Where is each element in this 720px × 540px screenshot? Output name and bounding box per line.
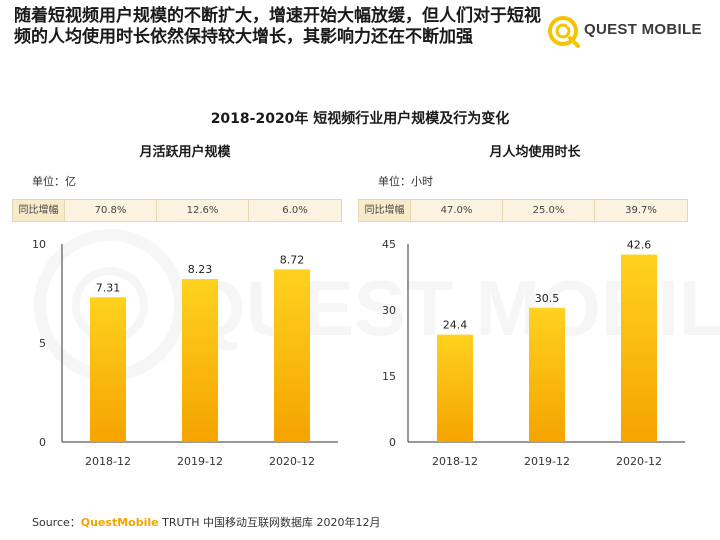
data-label: 8.72 [280,253,305,266]
y-tick-label: 15 [382,370,396,383]
y-tick-label: 5 [39,337,46,350]
data-label: 7.31 [96,281,121,294]
growth-value: 25.0% [503,200,595,221]
growth-value: 47.0% [411,200,503,221]
x-tick-label: 2019-12 [177,455,223,468]
growth-value: 70.8% [65,200,157,221]
x-tick-label: 2018-12 [432,455,478,468]
y-tick-label: 0 [39,436,46,449]
growth-table-mau: 同比增幅 70.8% 12.6% 6.0% [12,199,342,222]
x-tick-label: 2020-12 [616,455,662,468]
x-tick-label: 2020-12 [269,455,315,468]
data-label: 30.5 [535,292,560,305]
bar-chart-mau: 0 5 10 7.31 2018-12 8.23 2019-12 8.72 2020-12 [32,238,338,468]
unit-label-duration: 单位：小时 [378,175,433,188]
x-tick-label: 2018-12 [85,455,131,468]
unit-label-mau: 单位：亿 [32,175,76,188]
page-headline: 随着短视频用户规模的不断扩大，增速开始大幅放缓，但人们对于短视频的人均使用时长依… [14,6,541,47]
panel-title-duration: 月人均使用时长 [489,145,581,160]
source-rest: TRUTH 中国移动互联网数据库 2020年12月 [158,516,381,529]
quest-mobile-logo-icon [548,16,580,48]
y-tick-label: 45 [382,238,396,251]
bar [274,269,310,442]
y-tick-label: 0 [389,436,396,449]
y-tick-label: 10 [32,238,46,251]
source-brand: QuestMobile [80,516,159,529]
source-note: Source：QuestMobile TRUTH 中国移动互联网数据库 2020… [32,514,381,530]
bar [437,334,473,442]
y-tick-label: 30 [382,304,396,317]
bar-chart-duration: 0 15 30 45 24.4 2018-12 30.5 2019-12 42.6 2020-12 [382,238,685,468]
growth-value: 6.0% [282,205,308,216]
source-prefix: Source： [32,516,81,529]
growth-table-duration: 同比增幅 47.0% 25.0% 39.7% [358,199,688,222]
main-title: 2018-2020年 短视频行业用户规模及行为变化 [210,111,510,127]
panel-title-mau: 月活跃用户规模 [139,145,231,160]
data-label: 8.23 [188,263,213,276]
logo-text: QUEST MOBILE [584,21,702,38]
growth-value: 39.7% [625,205,657,216]
data-label: 42.6 [627,239,652,252]
growth-label: 同比增幅 [359,200,411,221]
bar [529,307,565,442]
x-tick-label: 2019-12 [524,455,570,468]
growth-value: 12.6% [157,200,249,221]
growth-label: 同比增幅 [13,200,65,221]
bar [90,297,126,442]
quest-mobile-logo: QUEST MOBILE [546,12,716,52]
data-label: 24.4 [443,319,468,332]
bar [621,254,657,442]
bar [182,279,218,442]
